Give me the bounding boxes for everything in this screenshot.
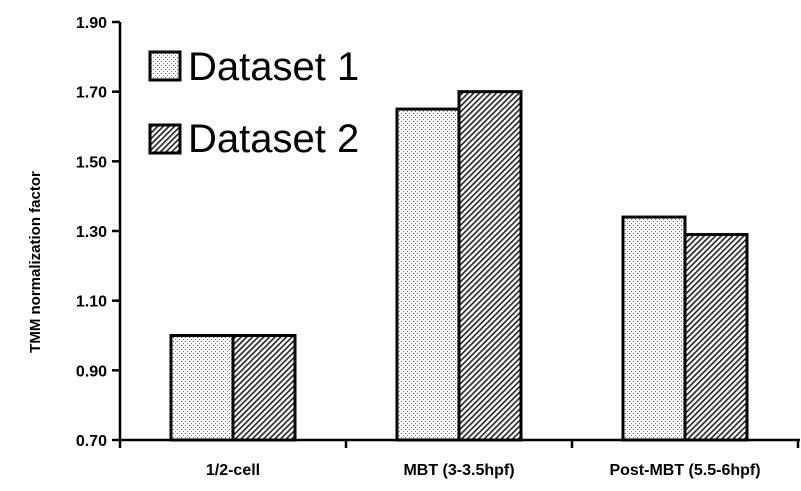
bar-2-1 <box>231 334 297 442</box>
y-axis-title: TMM normalization factor <box>27 171 44 353</box>
y-tick-label: 1.90 <box>76 15 107 32</box>
legend-swatch-dataset-1 <box>148 50 182 82</box>
x-category-label: MBT (3-3.5hpf) <box>403 462 514 479</box>
bars-group <box>169 90 749 442</box>
bar-1-3 <box>621 215 687 442</box>
x-category-label: Post-MBT (5.5-6hpf) <box>609 462 760 479</box>
y-tick-label: 1.30 <box>76 224 107 241</box>
legend-item-dataset-1: Dataset 1 <box>148 45 359 89</box>
bar-2-2 <box>457 90 523 442</box>
legend: Dataset 1 Dataset 2 <box>148 45 359 161</box>
bar-1-1 <box>169 334 235 442</box>
y-tick-label: 0.70 <box>76 433 107 450</box>
bar-1-2 <box>395 107 461 442</box>
legend-label-dataset-2: Dataset 2 <box>188 117 359 161</box>
legend-label-dataset-1: Dataset 1 <box>188 45 359 89</box>
y-ticks-group: 0.70 0.90 1.10 1.30 1.50 1.70 1.90 <box>76 15 120 450</box>
legend-swatch-dataset-2 <box>148 123 182 155</box>
bar-2-3 <box>683 232 749 442</box>
legend-item-dataset-2: Dataset 2 <box>148 117 359 161</box>
y-tick-label: 1.50 <box>76 154 107 171</box>
x-ticks-group: 1/2-cell MBT (3-3.5hpf) Post-MBT (5.5-6hpf… <box>118 440 800 479</box>
x-category-label: 1/2-cell <box>206 462 260 479</box>
y-tick-label: 1.70 <box>76 85 107 102</box>
y-tick-label: 1.10 <box>76 294 107 311</box>
y-tick-label: 0.90 <box>76 363 107 380</box>
